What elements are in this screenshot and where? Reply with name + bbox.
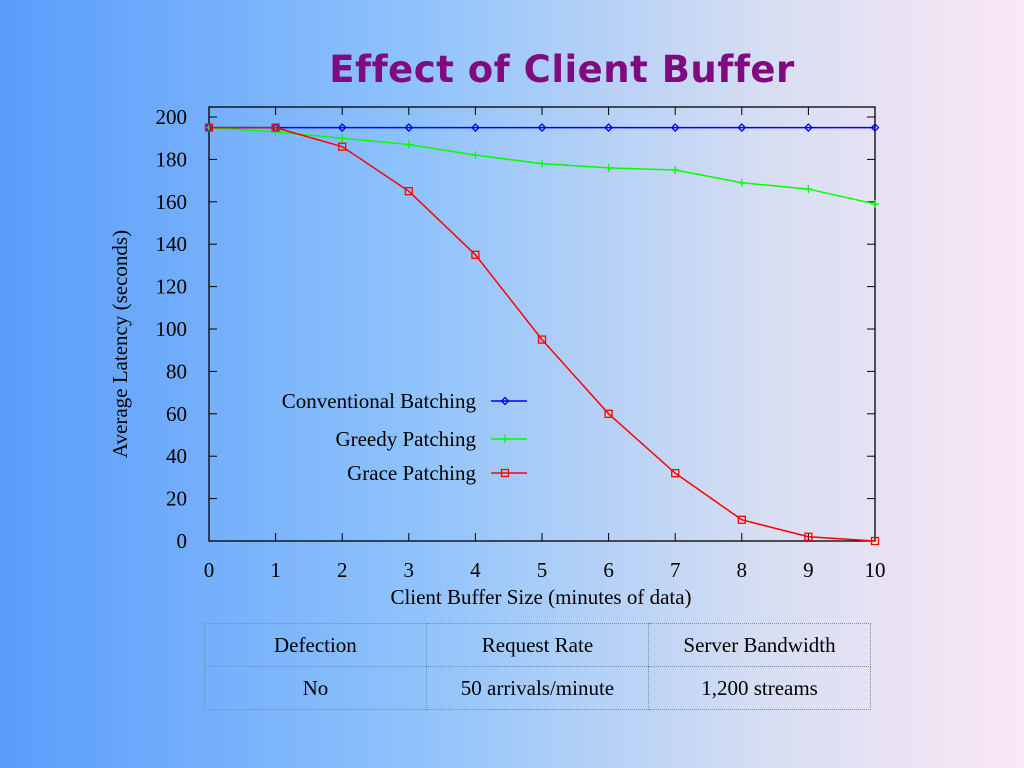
cell-defection-value: No <box>204 666 427 710</box>
data-point-greedy-patching <box>871 199 879 208</box>
data-point-conventional-batching <box>670 123 680 133</box>
x-axis-label: Client Buffer Size (minutes of data) <box>390 585 691 609</box>
data-point-grace-patching <box>271 123 280 132</box>
data-point-conventional-batching <box>604 123 614 133</box>
x-tick-label: 7 <box>670 558 681 582</box>
data-point-conventional-batching <box>404 123 414 133</box>
x-tick-label: 8 <box>737 558 748 582</box>
data-point-grace-patching <box>671 469 680 478</box>
data-point-grace-patching <box>537 335 547 344</box>
data-point-grace-patching <box>604 409 613 418</box>
data-point-grace-patching <box>804 532 813 541</box>
y-tick-label: 120 <box>156 275 188 299</box>
legend-marker-conventional-batching <box>500 396 510 406</box>
y-tick-label: 160 <box>156 190 188 214</box>
data-point-grace-patching <box>338 142 347 151</box>
data-point-greedy-patching <box>538 159 546 168</box>
header-cell-request-rate: Request Rate <box>425 623 650 667</box>
legend-label-conventional-batching: Conventional Batching <box>282 389 477 413</box>
y-tick-label: 40 <box>166 444 187 468</box>
data-point-conventional-batching <box>870 123 880 133</box>
y-tick-label: 0 <box>177 529 188 553</box>
data-point-greedy-patching <box>604 163 613 172</box>
data-point-greedy-patching <box>404 140 413 149</box>
y-tick-label: 80 <box>166 359 187 383</box>
header-cell-defection: Defection <box>204 623 427 667</box>
cell-request-rate-value: 50 arrivals/minute <box>425 666 650 710</box>
x-tick-label: 2 <box>337 558 348 582</box>
x-tick-label: 4 <box>470 558 481 582</box>
table-row: No 50 arrivals/minute 1,200 streams <box>204 666 871 710</box>
x-tick-label: 9 <box>803 558 814 582</box>
header-cell-server-bandwidth: Server Bandwidth <box>648 623 871 667</box>
x-tick-label: 3 <box>404 558 415 582</box>
data-point-grace-patching <box>471 250 480 259</box>
latency-chart: 0 1 2 3 4 5 6 7 8 9 10020406080100120140160180200 … <box>108 105 886 609</box>
data-point-conventional-batching <box>337 123 347 133</box>
parameters-table: Defection Request Rate Server Bandwidth … <box>204 623 871 710</box>
data-point-grace-patching <box>204 123 214 132</box>
data-point-greedy-patching <box>471 151 480 160</box>
x-tick-label: 0 <box>204 558 215 582</box>
y-tick-label: 60 <box>166 402 187 426</box>
data-point-greedy-patching <box>804 185 813 194</box>
data-point-greedy-patching <box>671 166 680 174</box>
data-point-grace-patching <box>404 187 413 196</box>
y-tick-label: 20 <box>166 487 187 511</box>
data-point-conventional-batching <box>537 123 547 133</box>
data-point-greedy-patching <box>271 127 280 136</box>
data-point-conventional-batching <box>737 123 747 133</box>
legend-marker-grace-patching <box>500 468 510 478</box>
legend-label-grace-patching: Grace Patching <box>347 461 476 485</box>
legend-label-greedy-patching: Greedy Patching <box>335 427 476 451</box>
cell-server-bandwidth-value: 1,200 streams <box>648 666 871 710</box>
legend-marker-greedy-patching <box>501 435 509 443</box>
data-point-conventional-batching <box>470 123 480 133</box>
data-point-greedy-patching <box>737 178 746 187</box>
table-header-row: Defection Request Rate Server Bandwidth <box>204 623 871 667</box>
data-point-conventional-batching <box>803 123 813 133</box>
y-axis-label: Average Latency (seconds) <box>108 230 132 458</box>
y-tick-label: 180 <box>156 147 188 171</box>
x-tick-label: 6 <box>603 558 614 582</box>
y-tick-label: 140 <box>156 232 188 256</box>
y-tick-label: 200 <box>156 105 188 129</box>
data-point-greedy-patching <box>338 134 347 143</box>
slide-title: Effect of Client Buffer <box>329 48 795 91</box>
series-line-grace-patching <box>209 126 876 542</box>
x-tick-label: 10 <box>865 558 886 582</box>
data-point-grace-patching <box>737 515 746 524</box>
x-tick-label: 1 <box>270 558 281 582</box>
data-point-grace-patching <box>870 536 880 546</box>
plot-area-frame <box>208 106 876 542</box>
y-tick-label: 100 <box>156 317 188 341</box>
x-tick-label: 5 <box>537 558 548 582</box>
